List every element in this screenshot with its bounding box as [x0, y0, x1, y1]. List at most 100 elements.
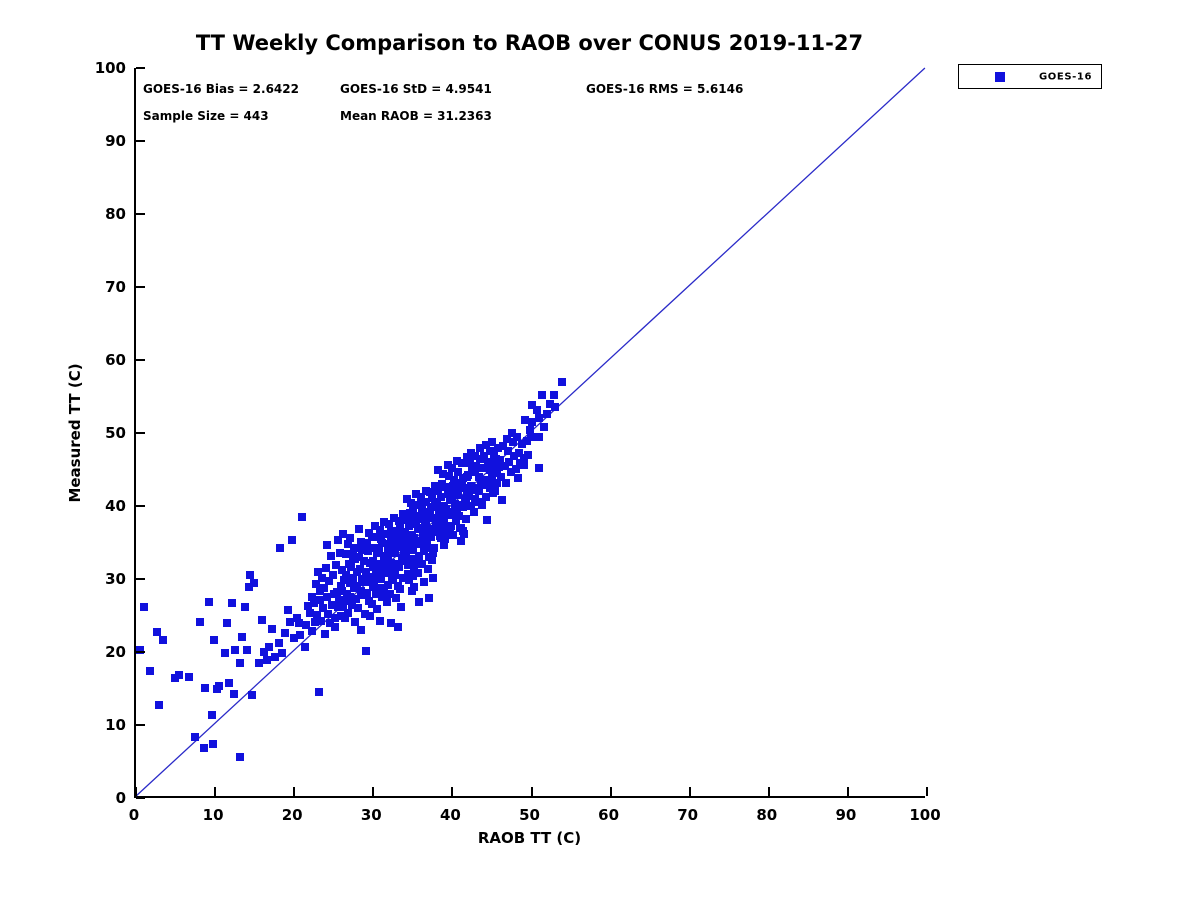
y-tick-label: 0	[115, 789, 126, 807]
scatter-point	[215, 682, 224, 691]
scatter-point	[408, 587, 417, 596]
scatter-point	[423, 564, 432, 573]
scatter-point	[332, 588, 341, 597]
scatter-point	[339, 602, 348, 611]
scatter-point	[535, 414, 544, 423]
scatter-point	[373, 604, 382, 613]
scatter-point	[415, 597, 424, 606]
scatter-point	[370, 522, 379, 531]
scatter-point	[436, 493, 445, 502]
scatter-point	[392, 541, 401, 550]
scatter-point	[220, 649, 229, 658]
scatter-point	[348, 552, 357, 561]
scatter-point	[441, 534, 450, 543]
scatter-point	[486, 484, 495, 493]
scatter-point	[470, 468, 479, 477]
scatter-point	[427, 532, 436, 541]
scatter-point	[355, 553, 364, 562]
scatter-point	[481, 493, 490, 502]
scatter-point	[375, 526, 384, 535]
scatter-point	[242, 645, 251, 654]
scatter-point	[369, 583, 378, 592]
scatter-point	[455, 523, 464, 532]
scatter-point	[450, 499, 459, 508]
scatter-point	[494, 443, 503, 452]
scatter-point	[367, 533, 376, 542]
x-tick-label: 80	[756, 806, 778, 824]
scatter-point	[271, 653, 280, 662]
scatter-point	[306, 608, 315, 617]
scatter-point	[528, 401, 537, 410]
scatter-point	[415, 523, 424, 532]
scatter-point	[387, 558, 396, 567]
scatter-point	[408, 545, 417, 554]
scatter-point	[383, 580, 392, 589]
scatter-point	[245, 571, 254, 580]
scatter-point	[339, 530, 348, 539]
scatter-point	[503, 446, 512, 455]
scatter-point	[392, 593, 401, 602]
scatter-point	[499, 442, 508, 451]
scatter-point	[526, 432, 535, 441]
scatter-point	[417, 560, 426, 569]
scatter-point	[408, 505, 417, 514]
y-tick-label: 100	[94, 59, 126, 77]
scatter-point	[292, 614, 301, 623]
scatter-point	[371, 571, 380, 580]
y-axis-tick	[136, 67, 145, 69]
scatter-point	[336, 548, 345, 557]
x-tick-label: 50	[519, 806, 540, 824]
scatter-point	[412, 537, 421, 546]
scatter-point	[334, 535, 343, 544]
scatter-point	[405, 534, 414, 543]
scatter-point	[208, 739, 217, 748]
scatter-point	[298, 512, 307, 521]
scatter-point	[407, 499, 416, 508]
scatter-point	[346, 534, 355, 543]
scatter-point	[480, 475, 489, 484]
scatter-point	[393, 623, 402, 632]
scatter-point	[385, 539, 394, 548]
scatter-point	[389, 514, 398, 523]
scatter-point	[377, 575, 386, 583]
scatter-point	[420, 544, 429, 553]
scatter-point	[440, 516, 449, 525]
scatter-point	[249, 579, 258, 588]
scatter-point	[497, 472, 506, 481]
scatter-point	[394, 537, 403, 546]
scatter-point	[236, 753, 245, 762]
scatter-point	[475, 487, 484, 496]
scatter-point	[502, 478, 511, 487]
scatter-point	[429, 548, 438, 557]
scatter-point	[135, 645, 144, 654]
scatter-point	[364, 529, 373, 537]
scatter-point	[351, 595, 360, 604]
legend: GOES-16	[958, 64, 1102, 89]
scatter-point	[355, 564, 364, 573]
scatter-point	[491, 486, 500, 495]
x-axis-tick	[767, 787, 770, 796]
scatter-point	[315, 586, 324, 595]
scatter-point	[378, 593, 386, 602]
y-axis-tick	[136, 724, 145, 726]
scatter-point	[447, 485, 456, 494]
scatter-point	[558, 377, 567, 386]
scatter-point	[325, 577, 333, 586]
stat-std: GOES-16 StD = 4.9541	[340, 82, 492, 96]
scatter-point	[370, 577, 379, 586]
scatter-point	[340, 576, 349, 585]
scatter-point	[505, 458, 514, 467]
scatter-point	[328, 570, 337, 579]
scatter-point	[484, 480, 493, 489]
scatter-point	[394, 516, 403, 525]
scatter-point	[374, 547, 383, 556]
scatter-point	[316, 596, 325, 605]
scatter-point	[304, 602, 313, 610]
scatter-point	[359, 557, 368, 566]
scatter-point	[342, 571, 351, 580]
scatter-point	[384, 545, 393, 554]
scatter-point	[449, 476, 458, 485]
scatter-point	[268, 624, 277, 633]
scatter-point	[546, 399, 555, 408]
scatter-point	[374, 564, 383, 573]
